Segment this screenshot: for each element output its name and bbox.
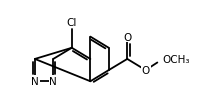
Text: Cl: Cl bbox=[67, 18, 77, 28]
Text: N: N bbox=[49, 77, 57, 86]
Text: N: N bbox=[31, 77, 39, 86]
Text: O: O bbox=[123, 32, 131, 42]
Text: OCH₃: OCH₃ bbox=[163, 54, 190, 64]
Text: O: O bbox=[142, 66, 150, 75]
